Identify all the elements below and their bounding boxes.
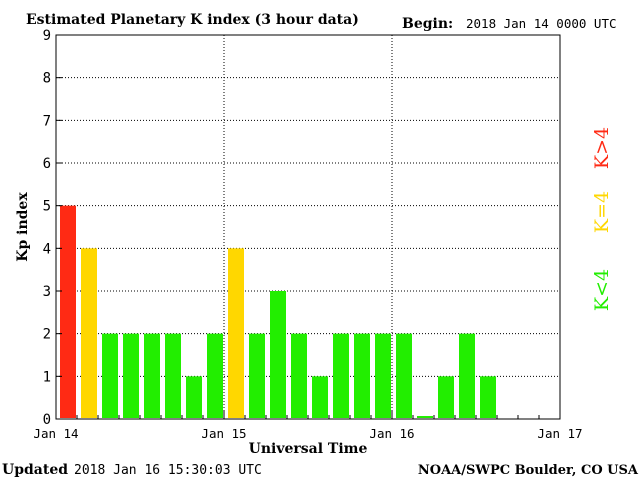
updated-label: Updated [2, 462, 68, 478]
y-tick-label: 7 [43, 113, 51, 129]
updated-value: 2018 Jan 16 15:30:03 UTC [74, 463, 262, 478]
grid-lines [56, 35, 560, 419]
kp-bar [270, 291, 286, 418]
x-axis-ticks: Jan 14 Jan 15 Jan 16 Jan 17 [33, 411, 583, 441]
kp-bar [207, 333, 223, 418]
y-axis-label: Kp index [15, 192, 31, 262]
legend-item: K>4 [591, 127, 613, 169]
begin-label: Begin: [402, 16, 453, 32]
y-tick-label: 8 [43, 71, 51, 87]
y-tick-label: 3 [43, 284, 51, 300]
kp-bar [144, 333, 160, 418]
kp-bar [480, 376, 496, 418]
kp-bar [291, 333, 307, 418]
x-tick-label: Jan 17 [537, 426, 582, 441]
kp-bar [123, 333, 139, 418]
begin-value: 2018 Jan 14 0000 UTC [466, 16, 617, 31]
legend: K>4 K=4 K<4 [591, 127, 613, 311]
y-tick-label: 2 [43, 327, 51, 343]
kp-bar [249, 333, 265, 418]
y-tick-label: 9 [43, 28, 51, 44]
bar-series [60, 205, 496, 418]
kp-bar [228, 248, 244, 418]
kp-bar [396, 333, 412, 418]
y-tick-label: 6 [43, 156, 51, 172]
y-axis-ticks: 0 1 2 3 4 5 6 7 8 9 [43, 28, 62, 428]
x-tick-label: Jan 15 [201, 426, 246, 441]
kp-bar [438, 376, 454, 418]
kp-bar [81, 248, 97, 418]
x-tick-label: Jan 14 [33, 426, 78, 441]
kp-bar [333, 333, 349, 418]
legend-item: K<4 [591, 269, 613, 311]
x-tick-label: Jan 16 [369, 426, 414, 441]
kp-bar [102, 333, 118, 418]
y-tick-label: 4 [43, 241, 51, 257]
y-tick-label: 1 [43, 369, 51, 385]
kp-bar [165, 333, 181, 418]
kp-bar [354, 333, 370, 418]
chart-title: Estimated Planetary K index (3 hour data… [26, 12, 359, 28]
kp-bar [459, 333, 475, 418]
legend-item: K=4 [591, 191, 613, 233]
y-tick-label: 0 [43, 412, 51, 428]
kp-bar [186, 376, 202, 418]
kp-bar [312, 376, 328, 418]
kp-bar [60, 205, 76, 418]
x-axis-label: Universal Time [249, 441, 368, 457]
source-credit: NOAA/SWPC Boulder, CO USA [418, 463, 639, 478]
y-tick-label: 5 [43, 199, 51, 215]
kp-bar [417, 416, 433, 418]
kp-bar [375, 333, 391, 418]
